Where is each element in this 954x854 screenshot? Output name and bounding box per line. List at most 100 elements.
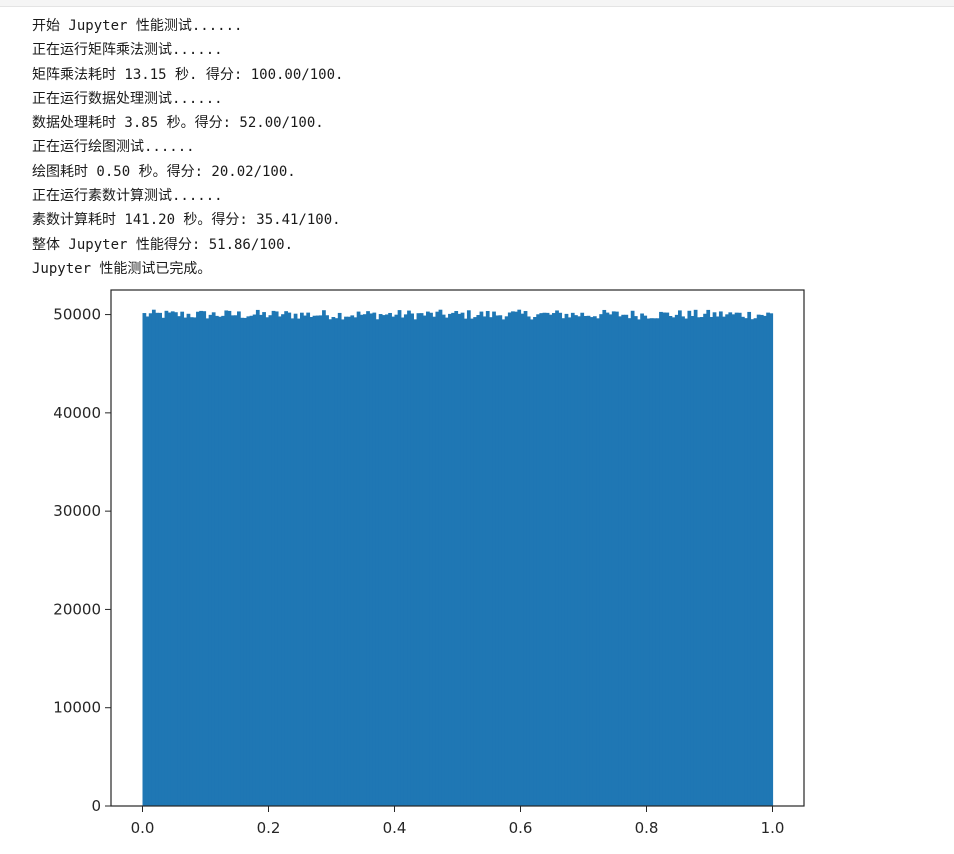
histogram-bar [262, 312, 266, 806]
output-line-overall-score: 整体 Jupyter 性能得分: 51.86/100. [32, 236, 294, 253]
output-line-prime-running: 正在运行素数计算测试...... [32, 188, 223, 205]
histogram-bar [485, 311, 490, 806]
histogram-bar [268, 315, 273, 806]
histogram-bar [731, 314, 736, 806]
histogram-bar [747, 311, 752, 806]
histogram-bar [237, 311, 241, 806]
histogram-bar [552, 313, 556, 806]
output-line-data-result: 数据处理耗时 3.85 秒。得分: 52.00/100. [32, 115, 324, 132]
output-line-prime-result: 素数计算耗时 141.20 秒。得分: 35.41/100. [32, 212, 341, 229]
histogram-bar [419, 313, 424, 806]
histogram-bar [410, 313, 414, 806]
histogram-bar [214, 315, 219, 806]
histogram-bar [180, 311, 185, 806]
histogram-bars [142, 309, 774, 806]
histogram-bar [706, 309, 711, 806]
histogram-bar [252, 314, 257, 806]
histogram-bar [564, 313, 569, 806]
histogram-bar [722, 316, 726, 806]
histogram-bar [476, 315, 481, 806]
histogram-bar [473, 317, 477, 806]
histogram-bar [555, 310, 559, 806]
histogram-bar [444, 317, 449, 806]
histogram-bar [192, 317, 197, 806]
histogram-bar [570, 312, 575, 806]
histogram-bar [520, 313, 525, 806]
x-tick-label: 0.6 [509, 819, 533, 837]
histogram-bar [265, 317, 270, 806]
histogram-bar [696, 317, 701, 806]
y-tick-label: 30000 [53, 502, 101, 520]
histogram-bar [766, 312, 770, 806]
histogram-bar [479, 311, 484, 806]
histogram-bar [640, 313, 644, 806]
histogram-bar [504, 316, 509, 806]
histogram-bar [155, 312, 159, 806]
histogram-bar [211, 312, 216, 806]
histogram-bar [674, 314, 679, 806]
histogram-bar [605, 312, 610, 806]
histogram-bar [142, 313, 147, 806]
histogram-bar [413, 319, 418, 806]
histogram-bar [681, 316, 685, 806]
output-line-plot-running: 正在运行绘图测试...... [32, 139, 195, 156]
histogram-bar [161, 317, 166, 806]
histogram-bar [592, 316, 597, 806]
histogram-bar [602, 309, 607, 806]
histogram-bar [470, 318, 474, 806]
histogram-bar [734, 312, 739, 806]
histogram-bar [539, 313, 544, 806]
histogram-bar [186, 313, 191, 806]
histogram-bar [507, 312, 512, 806]
histogram-bar [293, 313, 298, 806]
histogram-bar [574, 315, 578, 806]
histogram-bar [608, 314, 613, 806]
histogram-bar [366, 311, 370, 806]
histogram-bar [652, 318, 657, 806]
histogram-bar [426, 311, 430, 806]
histogram-bar [637, 319, 641, 806]
histogram-bar [596, 318, 600, 806]
histogram-bar [611, 311, 616, 806]
histogram-bar [526, 316, 531, 806]
histogram-bar [403, 314, 408, 806]
histogram-bar [756, 314, 761, 806]
histogram-bar [281, 314, 285, 806]
histogram-bar [259, 314, 263, 806]
output-line-matrix-result: 矩阵乘法耗时 13.15 秒. 得分: 100.00/100. [32, 66, 344, 83]
histogram-bar [649, 318, 654, 806]
histogram-bar [703, 313, 707, 806]
histogram-bar [227, 310, 232, 806]
histogram-bar [511, 311, 515, 806]
histogram-bar [199, 310, 203, 806]
cell-output-text: 开始 Jupyter 性能测试...... 正在运行矩阵乘法测试...... 矩… [32, 14, 343, 281]
x-axis-ticks: 0.0 0.2 0.4 0.6 0.8 1.0 [131, 806, 785, 837]
histogram-bar [646, 318, 651, 806]
histogram-bar [202, 311, 207, 806]
histogram-bar [482, 316, 487, 806]
histogram-bar [750, 319, 755, 806]
histogram-bar [221, 315, 225, 806]
histogram-bar [249, 315, 254, 806]
histogram-bar [277, 316, 282, 806]
x-tick-label: 1.0 [761, 819, 785, 837]
histogram-bar [700, 317, 704, 806]
histogram-bar [318, 315, 323, 806]
histogram-bar [763, 315, 767, 806]
histogram-bar [224, 310, 229, 806]
histogram-bar [725, 314, 729, 806]
histogram-bar [337, 312, 342, 806]
histogram-bar [306, 312, 311, 806]
histogram-bar [284, 311, 288, 806]
histogram-bar [205, 318, 210, 806]
histogram-bar [529, 319, 534, 806]
histogram-bar [457, 313, 462, 806]
histogram-bar [659, 311, 663, 806]
histogram-bar [548, 314, 553, 806]
histogram-bar [693, 309, 698, 806]
histogram-bar [246, 316, 251, 806]
histogram-bar [325, 315, 329, 806]
x-tick-label: 0.8 [635, 819, 659, 837]
histogram-bar [391, 316, 396, 806]
histogram-bar [347, 316, 351, 806]
